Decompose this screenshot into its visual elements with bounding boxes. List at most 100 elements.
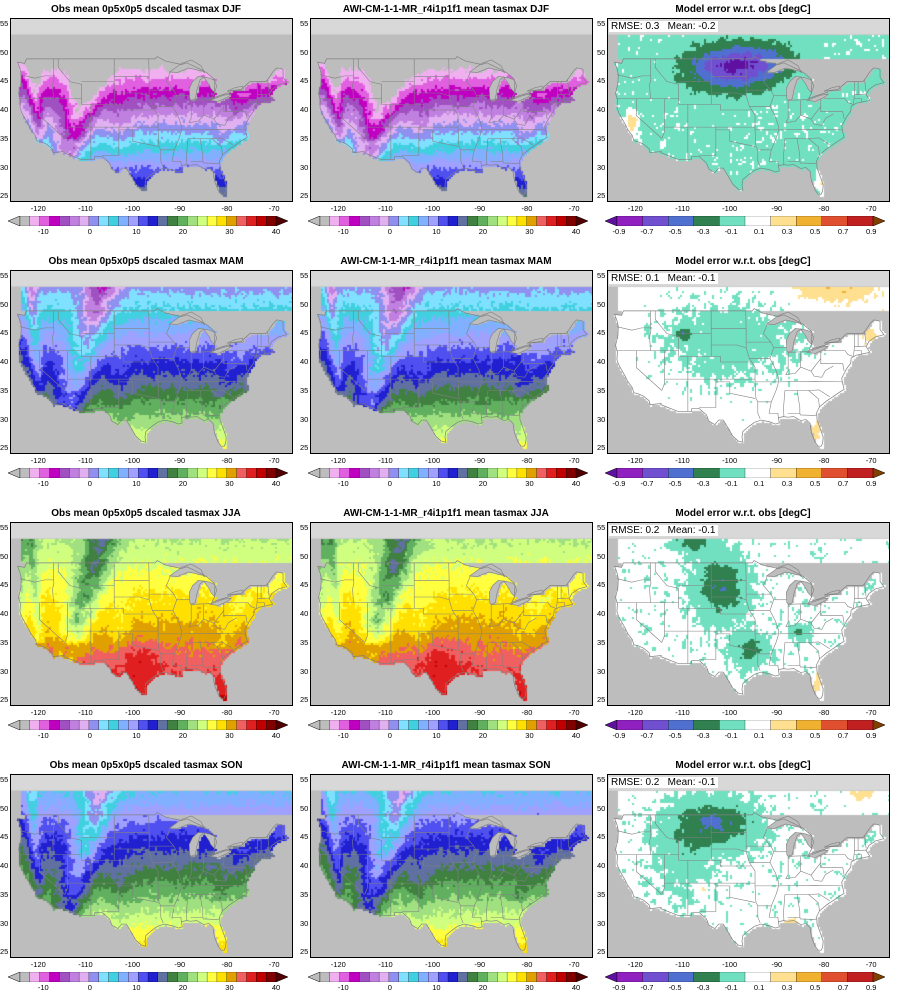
state-boundary <box>854 345 867 347</box>
state-boundary <box>423 356 455 363</box>
colorbar-segment <box>137 468 149 478</box>
state-boundary <box>352 562 355 603</box>
state-boundary <box>711 848 747 853</box>
great-lake <box>209 93 233 102</box>
y-tick-label: 55 <box>300 774 309 784</box>
colorbar-segment <box>457 216 469 226</box>
boundaries-overlay <box>17 560 288 699</box>
state-boundary <box>352 310 355 351</box>
state-boundary <box>511 390 523 407</box>
colorbar-segment <box>329 720 341 730</box>
colorbar-segment <box>349 216 360 226</box>
state-boundary <box>488 604 492 627</box>
colorbar-labels: -10 0 10 20 30 40 <box>8 227 288 237</box>
state-boundary <box>267 79 270 93</box>
state-boundary <box>257 93 270 95</box>
x-tick-label: -100 <box>425 708 441 717</box>
colorbar-segment <box>378 972 390 982</box>
x-tick-label: -70 <box>268 960 280 969</box>
colorbar-tick-label: 0.9 <box>865 227 877 236</box>
colorbar-segment <box>69 720 80 730</box>
panel-title: Obs mean 0p5x0p5 dscaled tasmax DJF <box>50 4 242 15</box>
country-outline <box>317 812 588 951</box>
state-boundary <box>783 642 786 669</box>
x-tick-label: -120 <box>627 708 643 717</box>
colorbar-over-arrow <box>275 216 288 226</box>
x-tick-label: -100 <box>722 456 738 465</box>
colorbar-tick-label: 0.1 <box>753 731 765 740</box>
colorbar-tick-label: 10 <box>432 983 441 992</box>
x-tick-label: -110 <box>378 960 393 969</box>
panel-title: Model error w.r.t. obs [degC] <box>675 256 811 267</box>
colorbar-tick-label: 20 <box>478 983 488 992</box>
x-tick-label: -110 <box>378 456 393 465</box>
state-boundary <box>556 81 558 105</box>
state-boundary <box>488 862 525 879</box>
colorbar-segment <box>388 468 400 478</box>
country-outline <box>614 308 885 447</box>
colorbar-segment <box>467 216 478 226</box>
state-boundary <box>864 835 867 849</box>
state-boundary <box>102 631 120 660</box>
x-tick-label: -80 <box>818 708 830 717</box>
colorbar-segment <box>39 972 50 982</box>
colorbar-segment <box>359 468 370 478</box>
y-tick-label: 35 <box>0 889 9 899</box>
state-boundary <box>352 814 355 855</box>
state-boundary <box>423 860 455 867</box>
state-boundary <box>567 79 570 93</box>
state-boundary <box>213 617 237 630</box>
colorbar-tick-label: 0.9 <box>865 731 877 740</box>
x-tick-label: -70 <box>865 960 877 969</box>
colorbar-segment <box>369 216 380 226</box>
colorbar-segment <box>719 972 746 982</box>
x-tick-label: -80 <box>521 708 533 717</box>
state-boundary <box>785 106 822 123</box>
state-boundary <box>649 58 652 99</box>
state-boundary <box>488 610 525 627</box>
colorbar-segment <box>59 972 70 982</box>
colorbar-segment <box>565 972 577 982</box>
state-boundary <box>783 894 786 921</box>
state-boundary <box>319 74 354 79</box>
state-boundary <box>810 113 834 126</box>
state-boundary <box>223 99 248 120</box>
state-boundary <box>223 603 248 624</box>
state-boundary <box>654 58 679 105</box>
colorbar-segment <box>497 216 508 226</box>
state-boundary <box>188 862 225 879</box>
colorbar-segment <box>177 468 188 478</box>
map-panel: Obs mean 0p5x0p5 dscaled tasmax DJF 55 50 4… <box>0 0 293 246</box>
state-boundary <box>39 854 65 895</box>
colorbar-segment <box>177 720 188 730</box>
state-boundary <box>402 631 420 660</box>
colorbar-segment <box>349 720 360 730</box>
state-boundary <box>423 608 455 615</box>
colorbar-segment <box>216 216 228 226</box>
colorbar-over-arrow <box>575 720 588 730</box>
state-boundary <box>466 71 483 166</box>
boundaries-overlay <box>614 308 885 447</box>
colorbar-segment <box>78 720 90 730</box>
y-tick-label: 35 <box>597 385 606 395</box>
country-outline <box>317 56 588 195</box>
state-boundary <box>364 602 368 643</box>
x-tick-label: -80 <box>221 960 233 969</box>
state-boundary <box>711 344 747 349</box>
y-tick-label: 30 <box>300 162 309 172</box>
colorbar-segment <box>118 720 129 730</box>
colorbar-segment <box>69 468 80 478</box>
colorbar-tick-label: 20 <box>178 227 188 236</box>
colorbar-under-arrow <box>308 972 321 982</box>
colorbar <box>8 216 288 226</box>
state-boundary <box>414 344 450 349</box>
state-boundary <box>567 331 570 345</box>
state-boundary <box>114 596 150 601</box>
colorbar-segment <box>693 468 720 478</box>
state-boundary <box>490 894 504 918</box>
x-axis-ticks: -120 -110 -100 -90 -80 -70 <box>310 708 593 718</box>
y-tick-label: 30 <box>0 162 9 172</box>
colorbar-segment <box>157 720 169 730</box>
state-boundary <box>720 860 752 867</box>
colorbar-segment <box>428 468 439 478</box>
